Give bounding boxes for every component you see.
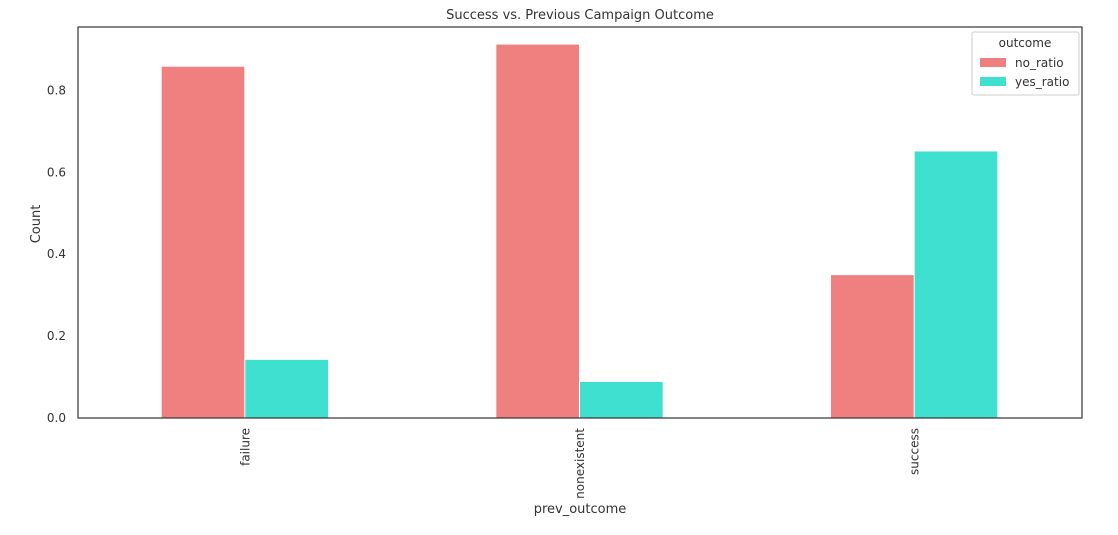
bar-no-ratio-nonexistent: [496, 44, 579, 419]
x-tick-label-success: success: [908, 428, 922, 475]
x-axis-label: prev_outcome: [534, 502, 627, 517]
legend: outcome no_ratio yes_ratio: [971, 31, 1080, 96]
legend-swatch-no-ratio: [980, 58, 1006, 67]
legend-label-yes-ratio: yes_ratio: [1015, 75, 1069, 89]
y-tick-label: 0.2: [47, 329, 66, 343]
chart-title: Success vs. Previous Campaign Outcome: [446, 8, 714, 23]
y-ticks: 0.0 0.2 0.4 0.6 0.8: [47, 83, 66, 425]
legend-swatch-yes-ratio: [980, 77, 1006, 86]
bar-yes-ratio-failure: [245, 359, 328, 418]
y-tick-label: 0.6: [47, 165, 66, 179]
bar-yes-ratio-nonexistent: [580, 381, 663, 418]
y-tick-label: 0.8: [47, 83, 66, 97]
y-tick-label: 0.0: [47, 411, 66, 425]
y-tick-label: 0.4: [47, 247, 66, 261]
bar-no-ratio-failure: [161, 66, 245, 418]
x-ticks: failure nonexistent success: [238, 428, 921, 499]
y-axis-label: Count: [29, 205, 44, 244]
x-tick-label-failure: failure: [238, 428, 252, 466]
x-tick-label-nonexistent: nonexistent: [573, 428, 587, 499]
bar-no-ratio-success: [831, 275, 914, 418]
plot-frame: [77, 26, 1083, 419]
legend-label-no-ratio: no_ratio: [1015, 56, 1064, 70]
bar-yes-ratio-success: [914, 151, 998, 419]
bars-group: [161, 44, 998, 419]
legend-title: outcome: [999, 36, 1052, 50]
